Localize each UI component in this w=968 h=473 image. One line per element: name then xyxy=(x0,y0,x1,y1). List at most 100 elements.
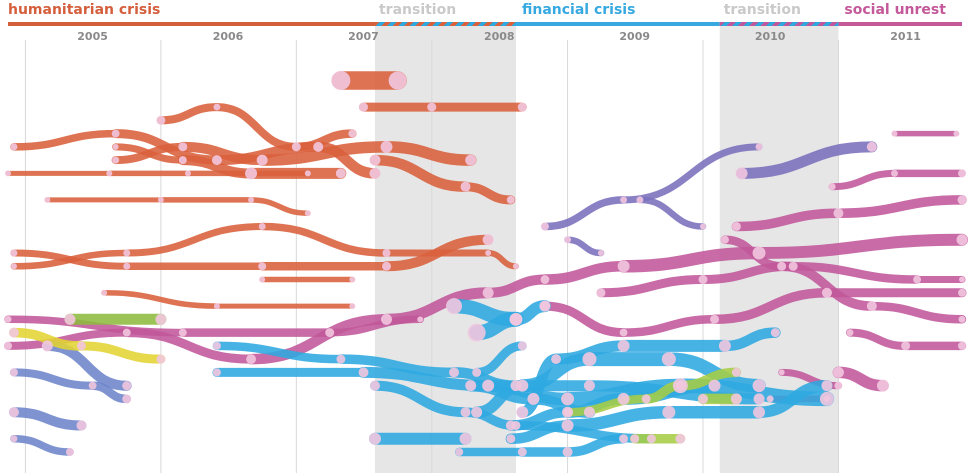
topic-node xyxy=(388,71,407,90)
topic-stream-blue xyxy=(9,368,97,390)
topic-node xyxy=(517,102,527,112)
topic-node xyxy=(9,368,18,377)
year-label: 2005 xyxy=(77,30,108,43)
topic-node xyxy=(4,315,12,323)
topic-node xyxy=(901,341,911,351)
topic-stream-social xyxy=(539,261,629,285)
topic-node xyxy=(517,341,527,351)
phase-label: transition xyxy=(724,2,801,18)
topic-stream-humanitarian xyxy=(156,103,221,125)
topic-node xyxy=(325,328,335,338)
topic-stream-social xyxy=(245,314,392,365)
topic-stream-social xyxy=(483,274,550,298)
topic-node xyxy=(619,434,629,444)
topic-node xyxy=(460,407,471,418)
topic-node xyxy=(958,169,966,178)
topic-node xyxy=(846,329,854,337)
topic-stream-blue xyxy=(10,434,74,456)
topic-node xyxy=(834,381,843,390)
topic-node xyxy=(821,380,833,392)
topic-node xyxy=(212,368,221,377)
topic-stream-humanitarian xyxy=(369,154,471,192)
topic-node xyxy=(646,434,656,444)
topic-node xyxy=(752,246,766,260)
topic-node xyxy=(506,434,516,444)
topic-node xyxy=(482,234,494,246)
topic-node xyxy=(720,235,729,244)
topic-node xyxy=(958,288,966,297)
topic-node xyxy=(527,392,540,405)
year-label: 2007 xyxy=(348,30,379,43)
topic-stream-humanitarian xyxy=(380,141,477,166)
topic-node xyxy=(331,71,351,91)
topic-node xyxy=(505,420,516,431)
topic-stream-social xyxy=(596,275,708,298)
topic-stream-humanitarian xyxy=(485,250,519,270)
topic-node xyxy=(630,434,640,444)
topic-node xyxy=(245,167,258,180)
topic-node xyxy=(111,129,120,138)
topic-node xyxy=(735,167,748,180)
topic-node xyxy=(455,448,464,456)
topic-node xyxy=(472,367,482,377)
phase-label: social unrest xyxy=(844,2,946,18)
topic-node xyxy=(335,168,346,179)
topic-node xyxy=(957,195,967,205)
topic-node xyxy=(291,142,301,152)
topic-node xyxy=(246,354,257,365)
phase-bar xyxy=(838,22,962,26)
topic-stream-social xyxy=(833,195,967,218)
topic-node xyxy=(661,352,676,367)
topic-stream-financial xyxy=(336,354,459,378)
topic-node xyxy=(617,392,630,405)
topic-node xyxy=(122,328,131,337)
topic-node xyxy=(382,249,391,257)
topic-stream-humanitarian xyxy=(10,129,120,151)
topic-node xyxy=(620,196,628,204)
topic-node xyxy=(675,380,686,391)
topic-node xyxy=(562,447,573,457)
topic-node xyxy=(155,313,167,325)
topic-node xyxy=(509,312,523,326)
topic-stream-lime xyxy=(563,394,651,417)
topic-node xyxy=(821,287,832,298)
topic-node xyxy=(10,249,18,257)
topic-node xyxy=(675,433,686,444)
topic-node xyxy=(112,143,119,150)
topic-node xyxy=(959,276,965,283)
phase-bar xyxy=(719,22,839,26)
topic-node xyxy=(755,143,763,151)
topic-node xyxy=(184,170,191,177)
topic-node xyxy=(891,130,898,137)
phase-label: transition xyxy=(379,2,456,18)
topic-node xyxy=(313,141,324,152)
topic-stream-social xyxy=(788,262,922,284)
topic-node xyxy=(248,196,255,203)
year-label: 2011 xyxy=(890,30,921,43)
topic-stream-humanitarian xyxy=(258,222,391,257)
topic-node xyxy=(516,406,529,419)
phase-bar xyxy=(8,22,375,26)
topic-node xyxy=(213,103,221,111)
topic-node xyxy=(540,275,550,285)
topic-node xyxy=(471,406,483,418)
topic-stream-social xyxy=(753,233,968,259)
topic-node xyxy=(718,339,731,352)
topic-stream-purple xyxy=(564,236,605,257)
topic-stream-financial xyxy=(472,341,527,377)
topic-node xyxy=(753,406,766,419)
topic-stream-financial xyxy=(212,341,346,364)
topic-node xyxy=(380,313,392,325)
topic-node xyxy=(106,170,113,177)
topic-node xyxy=(699,223,706,230)
topic-node xyxy=(866,141,877,152)
topic-node xyxy=(64,313,76,325)
topic-node xyxy=(956,234,968,246)
topic-stream-social xyxy=(828,169,898,191)
topic-node xyxy=(10,435,18,443)
topic-stream-humanitarian xyxy=(101,290,220,309)
topic-node xyxy=(517,447,527,457)
topic-node xyxy=(730,393,742,405)
topic-node xyxy=(123,249,131,257)
